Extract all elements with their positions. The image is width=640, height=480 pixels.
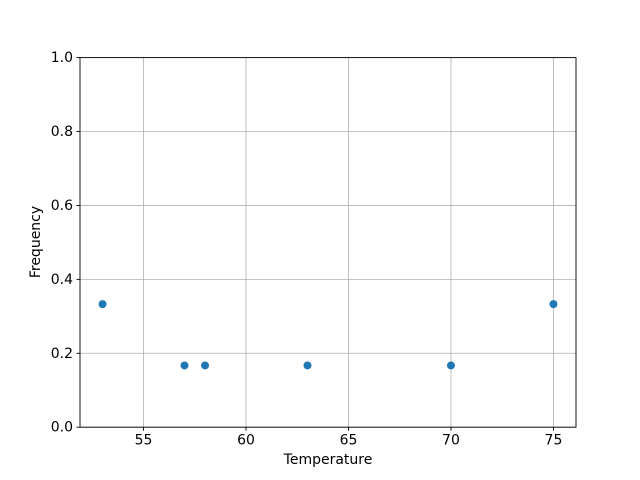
- y-tick-label: 0.4: [51, 272, 73, 288]
- x-axis-label: Temperature: [283, 452, 373, 468]
- data-point: [180, 361, 189, 370]
- data-point: [303, 361, 312, 370]
- data-point: [98, 300, 107, 309]
- x-tick-label: 55: [135, 433, 153, 449]
- data-point: [549, 300, 558, 309]
- y-tick-label: 0.0: [51, 420, 73, 436]
- y-tick-label: 0.8: [51, 124, 73, 140]
- y-tick-label: 0.2: [51, 346, 73, 362]
- x-tick-label: 75: [545, 433, 563, 449]
- x-tick-label: 70: [442, 433, 460, 449]
- y-tick-label: 1.0: [51, 50, 73, 66]
- x-tick-label: 65: [340, 433, 358, 449]
- data-point: [201, 361, 210, 370]
- y-axis-label: Frequency: [28, 205, 44, 279]
- x-tick-label: 60: [237, 433, 255, 449]
- y-tick-label: 0.6: [51, 198, 73, 214]
- plot-border: [79, 57, 577, 428]
- data-point: [446, 361, 455, 370]
